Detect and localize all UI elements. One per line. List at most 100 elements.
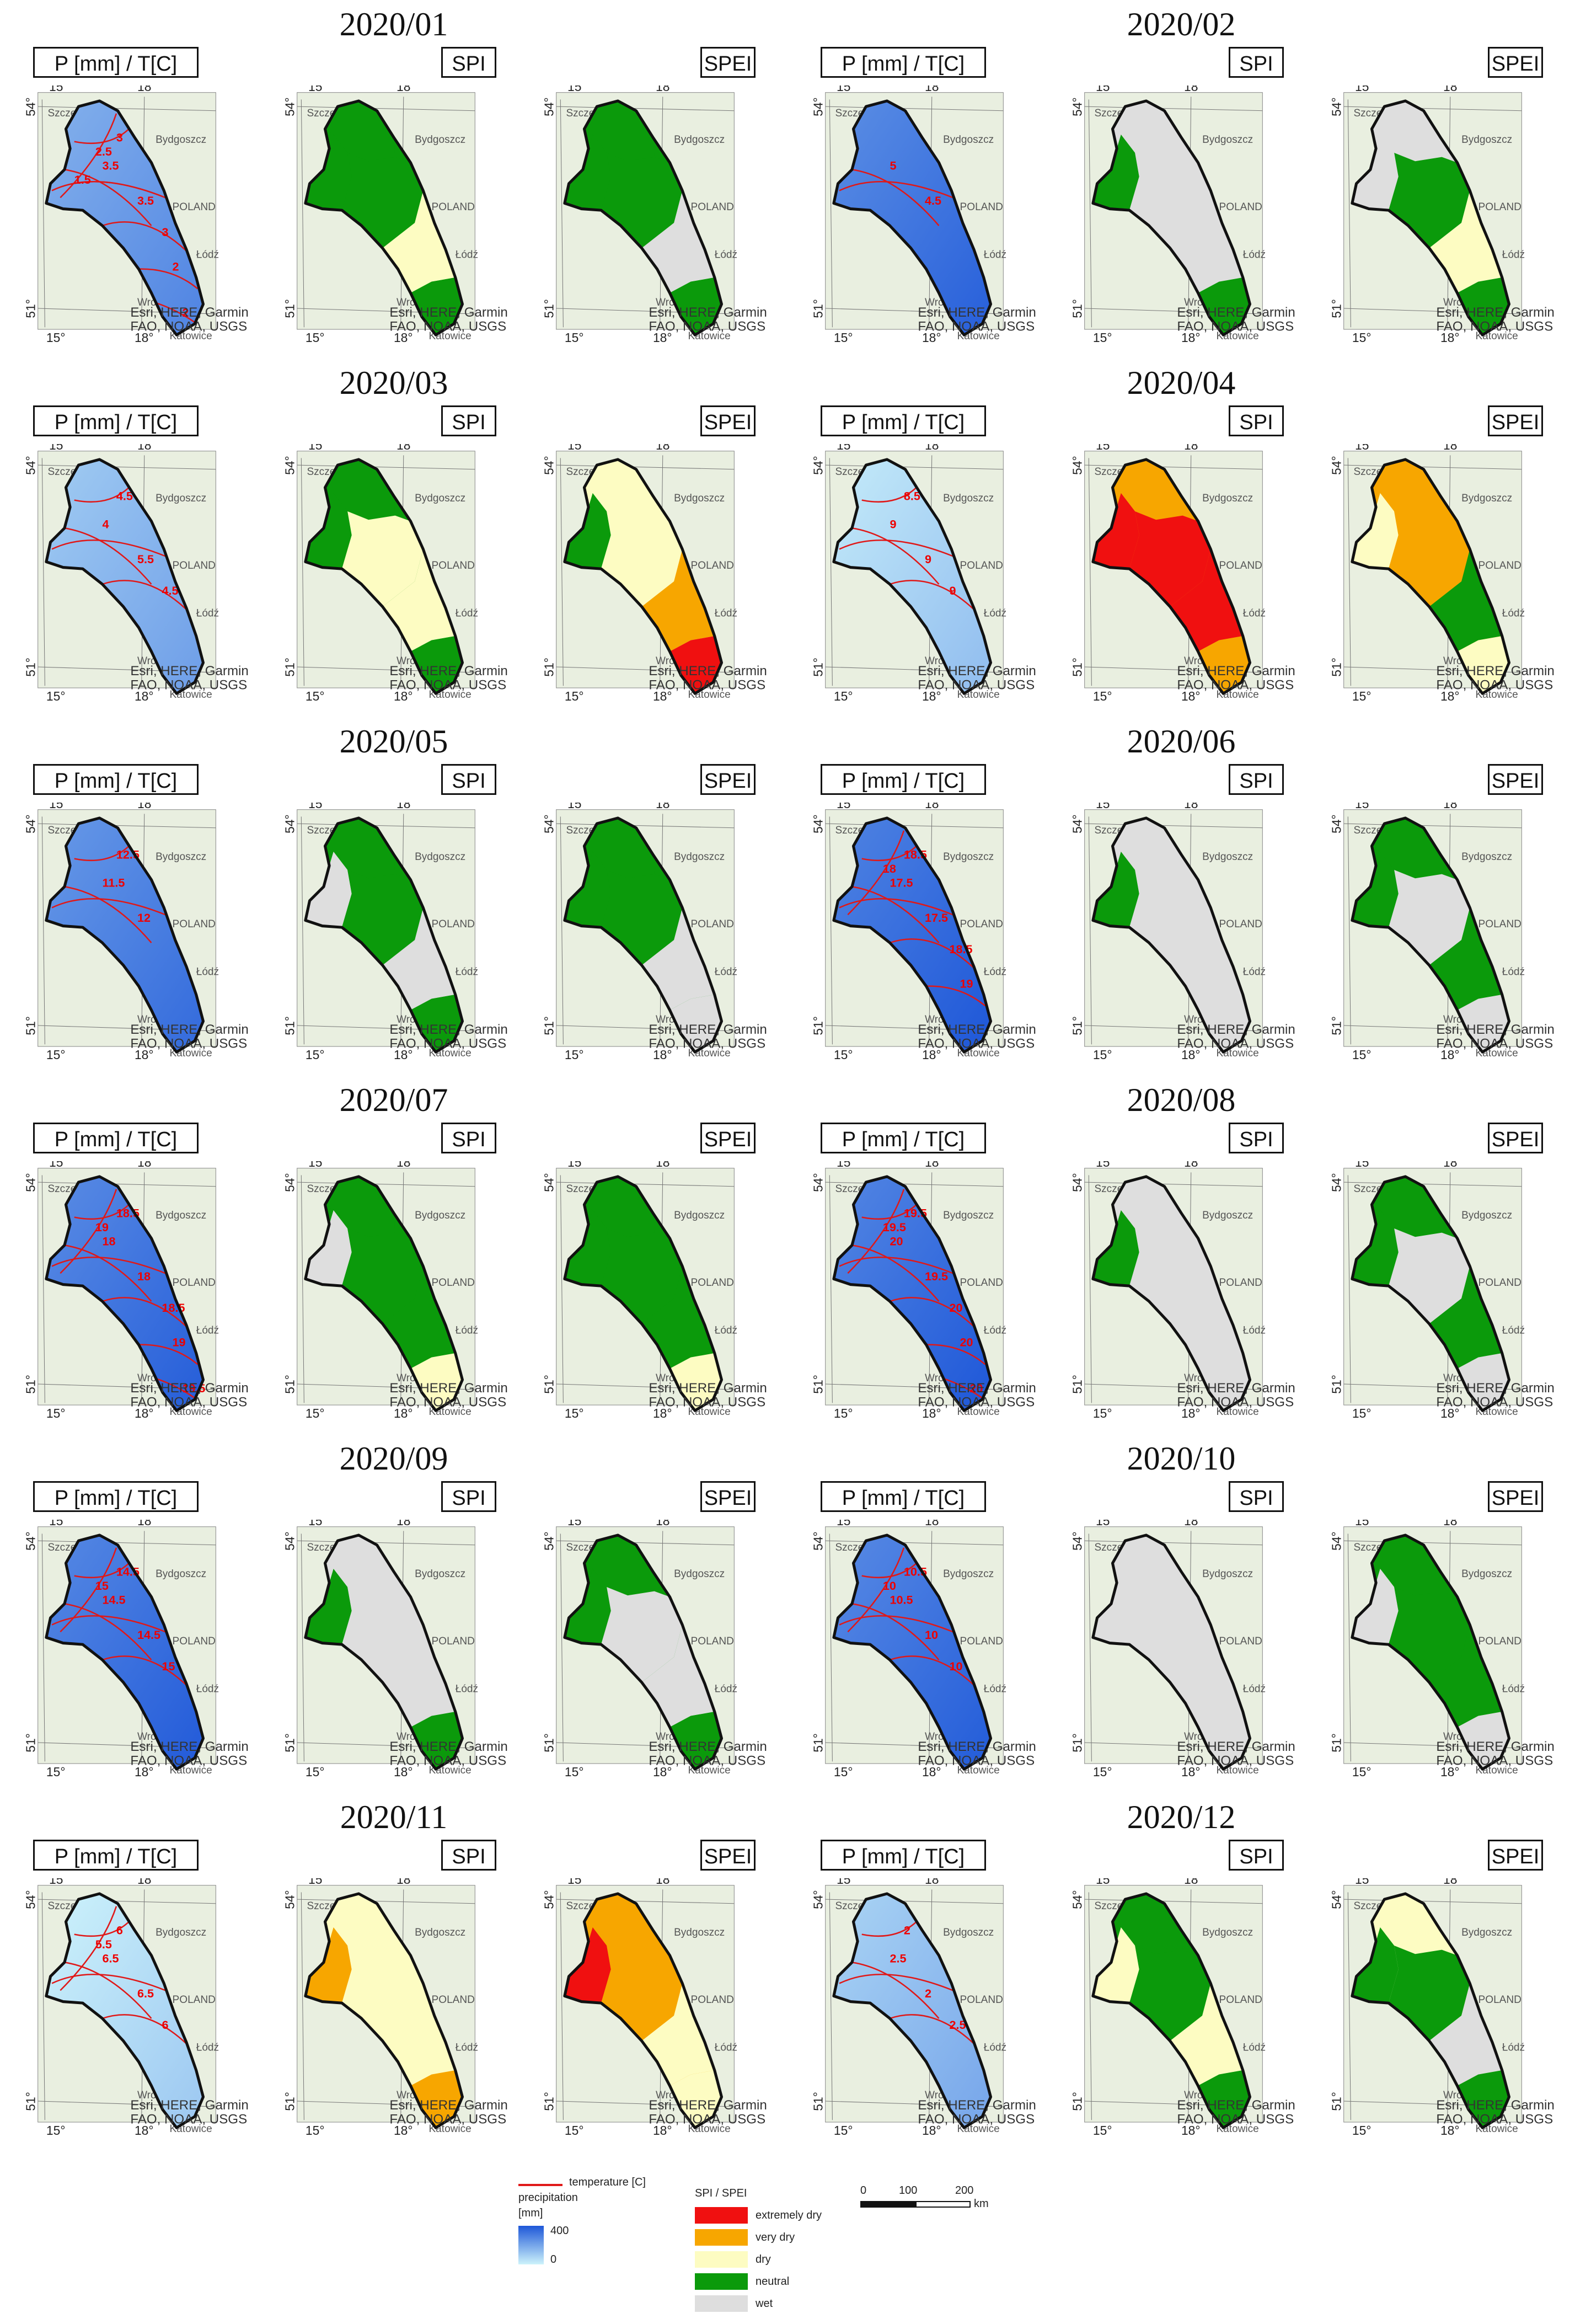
basin-boundary (1351, 1892, 1510, 2129)
place-label: Bydgoszcz (943, 1927, 994, 1938)
temperature-isoline (155, 1377, 195, 1399)
spei-region-neutral (564, 1568, 611, 1645)
basin-boundary (1091, 816, 1251, 1054)
map-credit: FAO, NOAA, USGS (1436, 1037, 1553, 1051)
place-label: Bydgoszcz (674, 134, 725, 146)
lon-tick-15-top: 15° (1096, 444, 1115, 452)
spi-region-wet (1170, 1266, 1243, 1369)
spi-region-wet (1170, 190, 1243, 293)
spei-region-neutral (1352, 851, 1399, 928)
lon-tick-18-bottom: 18° (394, 2123, 413, 2138)
lat-tick-51: 51° (811, 1016, 826, 1035)
lon-tick-18-bottom: 18° (922, 1765, 941, 1779)
meridian-15 (1347, 1175, 1351, 1403)
map-credit: Esri, HERE, Garmin, (649, 305, 767, 320)
lon-tick-15-top: 15° (1096, 803, 1115, 811)
isoline-label: 12 (137, 911, 151, 925)
spi-region-neutral (410, 995, 463, 1053)
parallel-54 (297, 1899, 475, 1904)
spi-region-dry (341, 1945, 424, 2041)
place-label: Łódź (196, 966, 219, 977)
spei-class-regions (1352, 1535, 1509, 1770)
lat-tick-51: 51° (542, 1375, 556, 1394)
spi-map-panel: SPI 15° 18° 15° 18° 54° 51° Szczecin Bydgoszcz PO… (265, 1481, 507, 1779)
lon-tick-15-top: 15° (837, 1161, 856, 1169)
lat-tick-54: 54° (542, 97, 556, 116)
lon-tick-18-top: 18° (656, 803, 675, 811)
meridian-15 (41, 1175, 45, 1403)
lon-tick-15-bottom: 15° (834, 330, 853, 345)
p-map: 15° 18°15° 18°54°51°SzczecinBydgoszczPOLAN… (24, 444, 248, 703)
isoline-label: 4 (103, 517, 109, 531)
spi-region-dry (1170, 1983, 1243, 2086)
temperature-isolines (839, 830, 986, 1007)
precipitation-field (46, 1535, 203, 1770)
spei-region-neutral (1372, 818, 1442, 879)
lat-tick-54: 54° (1070, 1890, 1085, 1909)
lat-tick-54: 54° (283, 1890, 297, 1909)
parallel-54 (556, 1899, 735, 1904)
lon-tick-15-bottom: 15° (834, 689, 853, 703)
spi-map-panel: SPI 15° 18° 15° 18° 54° 51° Szczecin Bydgoszcz PO… (265, 1123, 507, 1420)
lon-tick-15-bottom: 15° (565, 1765, 584, 1779)
lon-tick-15-bottom: 15° (1352, 1048, 1372, 1062)
basin-boundary (1091, 1534, 1251, 1771)
place-label: Bydgoszcz (1202, 1927, 1253, 1938)
isoline-label: 15 (162, 1659, 175, 1673)
lon-tick-18-bottom: 18° (922, 330, 941, 345)
spei-class-regions (1352, 100, 1509, 335)
isoline-label: 6.5 (137, 1986, 154, 2000)
isoline-label: 18 (137, 1269, 151, 1283)
lat-tick-51: 51° (1070, 299, 1085, 318)
place-label: POLAND (432, 918, 475, 930)
lon-tick-15-top: 15° (308, 1161, 328, 1169)
map-credit: FAO, NOAA, USGS (1436, 678, 1553, 693)
map-credit: Esri, HERE, Garmin, (649, 1381, 767, 1396)
spei-region-neutral (1372, 1535, 1442, 1596)
p-panel-label: P [mm] / T[C] (821, 47, 986, 78)
map-credit: FAO, NOAA, USGS (130, 2112, 247, 2127)
temperature-isoline (847, 1547, 905, 1633)
lat-tick-51: 51° (542, 658, 556, 677)
lon-tick-18-bottom: 18° (394, 1048, 413, 1062)
map-credit: Esri, HERE, Garmin, (918, 2098, 1036, 2113)
spi-region-neutral (382, 1266, 456, 1369)
spi-region-wet (1198, 995, 1250, 1053)
spei-region-very-dry (601, 1945, 683, 2041)
lon-tick-18-top: 18° (137, 1878, 157, 1887)
temperature-isoline (51, 1974, 166, 1991)
place-label: POLAND (173, 1636, 216, 1647)
spi-region-very-dry (305, 1927, 352, 2004)
spei-map: 15° 18°15° 18°54°51°SzczecinBydgoszczPOLAN… (1330, 1161, 1554, 1420)
map-grid: 2020/01 P [mm] / T[C] 15° 18° 15° 18° 54° 51° Sz… (24, 6, 1554, 2138)
scale-bar: 0 100 200 km (860, 2184, 1081, 2229)
map-credit: FAO, NOAA, USGS (130, 678, 247, 693)
spei-map-panel: SPEI 15° 18° 15° 18° 54° 51° Szczecin Bydgoszcz P… (524, 47, 767, 345)
spei-region-wet (641, 907, 715, 1010)
map-credit: FAO, NOAA, USGS (649, 1395, 765, 1410)
p-panel-label: P [mm] / T[C] (33, 764, 199, 795)
spei-region-neutral (1372, 1176, 1442, 1237)
map-credit: FAO, NOAA, USGS (918, 2112, 1035, 2127)
spei-map: 15° 18°15° 18°54°51°SzczecinBydgoszczPOLAN… (542, 1520, 767, 1779)
meridian-15 (301, 99, 304, 328)
place-label: Bydgoszcz (1461, 1210, 1512, 1221)
lon-tick-15-top: 15° (49, 803, 68, 811)
place-label: POLAND (1219, 918, 1262, 930)
parallel-54 (556, 106, 735, 111)
place-label: Bydgoszcz (415, 851, 465, 863)
meridian-15 (829, 1175, 833, 1403)
meridian-15 (829, 1534, 833, 1762)
isoline-label: 19 (173, 1335, 186, 1349)
lat-tick-54: 54° (542, 1890, 556, 1909)
lon-tick-15-top: 15° (567, 1520, 587, 1528)
spi-panel-label: SPI (441, 405, 496, 436)
isoline-label: 17.5 (890, 875, 913, 889)
spei-region-neutral (641, 1266, 715, 1369)
precipitation-field (833, 100, 991, 335)
scale-unit: km (974, 2198, 989, 2210)
basin-boundary (832, 99, 993, 336)
lat-tick-51: 51° (811, 299, 826, 318)
spei-region-wet (601, 1586, 683, 1682)
spi-map-panel: SPI 15° 18° 15° 18° 54° 51° Szczecin Bydgoszcz PO… (1052, 47, 1295, 345)
